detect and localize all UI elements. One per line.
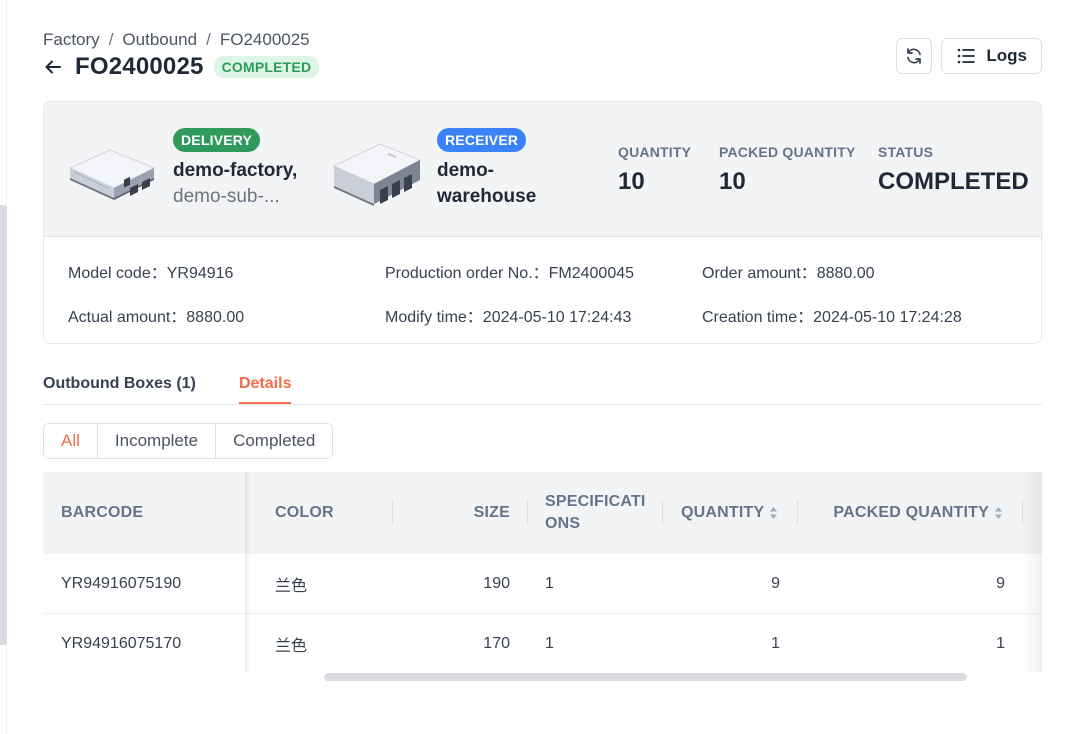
col-color-label: COLOR (275, 504, 334, 521)
cell-barcode: YR94916075170 (61, 635, 182, 652)
col-specifications-label-2: ONS (545, 515, 581, 532)
col-barcode-label: BARCODE (61, 504, 144, 521)
cell-color: 兰色 (275, 578, 308, 595)
col-barcode: BARCODE (61, 472, 246, 554)
delivery-party: DELIVERY demo-factory, demo-sub-... (66, 128, 297, 210)
cell-quantity: 1 (771, 635, 780, 652)
receiver-name: demo- (437, 160, 494, 181)
page-scrollbar[interactable] (0, 205, 7, 645)
filter-completed[interactable]: Completed (215, 424, 333, 458)
filter-incomplete[interactable]: Incomplete (96, 424, 216, 458)
actual-amount: Actual amount：8880.00 (68, 309, 245, 326)
table-row[interactable]: YR94916075190 兰色 190 1 9 9 (43, 554, 1042, 614)
col-packed-quantity-label: PACKED QUANTITY (833, 504, 989, 521)
breadcrumb-outbound[interactable]: Outbound (122, 30, 198, 49)
tab-details[interactable]: Details (239, 375, 292, 404)
refresh-button[interactable] (896, 38, 933, 74)
col-size: SIZE (393, 472, 528, 554)
stat-packed-quantity-value: 10 (719, 168, 746, 195)
order-summary-card: DELIVERY demo-factory, demo-sub-... RECE… (43, 101, 1042, 344)
col-color: COLOR (246, 472, 393, 554)
breadcrumb: Factory / Outbound / FO2400025 (43, 30, 310, 50)
sort-icon[interactable] (769, 506, 778, 520)
list-icon (958, 48, 976, 64)
order-meta: Model code：YR94916 Production order No.：… (44, 237, 1041, 343)
order-amount: Order amount：8880.00 (702, 265, 875, 282)
cell-size: 190 (483, 575, 510, 592)
cell-barcode: YR94916075190 (61, 575, 182, 592)
cell-color: 兰色 (275, 638, 308, 655)
stat-status-label: STATUS (878, 144, 934, 160)
warehouse-building-icon (332, 143, 422, 206)
table-header: BARCODE COLOR SIZE SPECIFICATI ONS QUANT… (43, 472, 1042, 554)
creation-time: Creation time：2024-05-10 17:24:28 (702, 309, 962, 326)
stat-quantity: QUANTITY 10 (618, 144, 691, 196)
factory-building-icon (68, 149, 156, 200)
breadcrumb-factory[interactable]: Factory (43, 30, 100, 49)
filter-all[interactable]: All (44, 424, 97, 458)
col-specifications: SPECIFICATI ONS (528, 472, 663, 554)
stat-status: STATUS COMPLETED (878, 144, 1029, 196)
modify-time: Modify time：2024-05-10 17:24:43 (385, 309, 632, 326)
delivery-tag: DELIVERY (173, 128, 261, 152)
logs-button[interactable]: Logs (941, 38, 1042, 74)
col-quantity[interactable]: QUANTITY (663, 472, 798, 554)
details-table: BARCODE COLOR SIZE SPECIFICATI ONS QUANT… (43, 472, 1042, 672)
summary-header: DELIVERY demo-factory, demo-sub-... RECE… (44, 102, 1041, 237)
right-column-shadow (1020, 472, 1042, 672)
cell-packed-quantity: 1 (996, 635, 1005, 652)
cell-specifications: 1 (545, 575, 554, 592)
stat-packed-quantity-label: PACKED QUANTITY (719, 144, 856, 160)
cell-size: 170 (483, 635, 510, 652)
refresh-icon (907, 48, 922, 64)
stat-quantity-label: QUANTITY (618, 144, 692, 160)
breadcrumb-separator: / (206, 30, 211, 49)
receiver-name-line2: warehouse (437, 186, 537, 207)
table-horizontal-scrollbar[interactable] (324, 673, 967, 681)
status-filter: All Incomplete Completed (43, 423, 334, 459)
fixed-column-shadow (245, 472, 251, 672)
production-order-no: Production order No.：FM2400045 (385, 265, 635, 282)
status-badge: COMPLETED (213, 56, 320, 78)
top-actions: Logs (896, 38, 1042, 74)
tab-outbound-boxes[interactable]: Outbound Boxes (1) (43, 375, 196, 392)
logs-label: Logs (986, 46, 1027, 65)
col-quantity-label: QUANTITY (681, 504, 765, 521)
sort-icon[interactable] (994, 506, 1003, 520)
col-packed-quantity[interactable]: PACKED QUANTITY (798, 472, 1023, 554)
page-title: FO2400025 (75, 53, 204, 80)
receiver-party: RECEIVER demo- warehouse (330, 128, 536, 210)
cell-specifications: 1 (545, 635, 554, 652)
table-row[interactable]: YR94916075170 兰色 170 1 1 1 (43, 614, 1042, 672)
delivery-name: demo-factory, (173, 160, 298, 181)
stat-status-value: COMPLETED (878, 168, 1029, 195)
back-arrow-icon[interactable] (43, 56, 65, 78)
stat-packed-quantity: PACKED QUANTITY 10 (719, 144, 856, 196)
cell-quantity: 9 (771, 575, 780, 592)
model-code: Model code：YR94916 (68, 265, 234, 282)
col-size-label: SIZE (473, 504, 510, 521)
delivery-sub-name: demo-sub-... (173, 186, 280, 207)
title-row: FO2400025 COMPLETED (43, 52, 320, 82)
stat-quantity-value: 10 (618, 168, 645, 195)
receiver-tag: RECEIVER (437, 128, 527, 152)
breadcrumb-current: FO2400025 (219, 30, 310, 49)
detail-tabs: Outbound Boxes (1) Details (43, 370, 1042, 405)
breadcrumb-separator: / (108, 30, 114, 49)
cell-packed-quantity: 9 (996, 575, 1005, 592)
col-specifications-label: SPECIFICATI (545, 493, 646, 510)
